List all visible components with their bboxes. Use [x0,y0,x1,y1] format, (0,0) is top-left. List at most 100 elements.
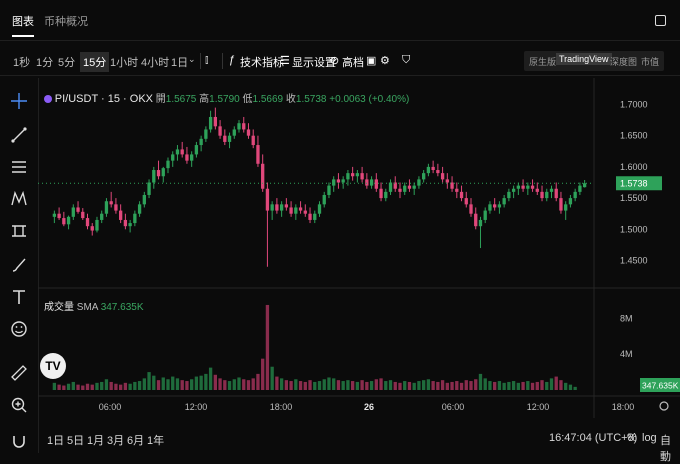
candle-body [507,191,511,199]
volume-bar [85,383,90,390]
range-1y[interactable]: 1年 [147,435,165,447]
chart-area[interactable]: 1.7000 1.6500 1.6000 1.5500 1.5000 1.4500 8M 4M… [38,78,680,453]
sma-label: SMA [76,302,98,313]
volume-bar [104,379,109,390]
candle-body [246,129,251,136]
volume-bar [142,378,146,390]
zoom-in-icon[interactable] [10,396,28,414]
volume-bar [223,380,227,390]
candle-body [407,185,412,189]
top-tabs: 图表 币种概况 [0,0,680,41]
volume-bar [147,372,151,390]
volume-bar [232,379,236,390]
view-depth[interactable]: 深度图 [610,57,638,67]
volume-bar [369,381,374,390]
axis-settings-icon[interactable] [659,401,669,411]
tab-coin-overview[interactable]: 币种概况 [44,16,88,28]
candle-body [322,194,326,205]
range-icon[interactable] [10,222,28,240]
close-label: 收 [285,94,296,105]
range-3m[interactable]: 3月 [107,435,125,447]
price-chart[interactable]: 1.7000 1.6500 1.6000 1.5500 1.5000 1.4500 8M 4M… [38,78,680,453]
volume-bar [403,381,407,390]
volume-bar [384,381,388,390]
candle-body [147,182,151,195]
view-native[interactable]: 原生版 [529,57,557,67]
candle-body [137,204,142,214]
pattern-icon[interactable] [10,190,28,208]
volume-bar [246,380,251,390]
volume-bar [564,382,568,390]
volume-bar [194,376,199,390]
bottom-bar: 1日 5日 1月 3月 6月 1年 16:47:04 (UTC+8) % log… [0,425,680,463]
chevron-down-icon[interactable]: ⌄ [188,54,196,64]
percent-toggle[interactable]: % [627,432,637,444]
trend-line-icon[interactable] [10,126,28,144]
range-5d[interactable]: 5日 [67,435,85,447]
fullscreen-icon[interactable] [655,15,666,26]
candle-body [445,179,449,183]
candle-body [76,207,80,212]
interval-1s[interactable]: 1秒 [13,57,31,69]
volume-bar [313,381,317,390]
magnet-icon[interactable] [10,432,28,450]
horizontal-lines-icon[interactable] [10,158,28,176]
interval-1d[interactable]: 1日 [171,57,189,69]
crosshair-icon[interactable] [10,92,28,110]
brush-icon[interactable] [10,256,28,274]
candle-body [289,207,293,214]
volume-bar [76,384,80,390]
candle-body [355,173,360,177]
candle-body [213,116,217,127]
volume-bar [526,381,530,390]
volume-bar [412,382,416,390]
volume-bar [483,378,487,390]
candle-body [521,185,525,189]
volume-bar [365,381,369,390]
interval-15m[interactable]: 15分 [80,52,110,72]
candle-body [114,204,118,211]
volume-bar [568,384,573,390]
interval-1h[interactable]: 1小时 [110,57,139,69]
range-1m[interactable]: 1月 [87,435,105,447]
range-1d[interactable]: 1日 [47,435,65,447]
calculator-icon[interactable]: ▣ [366,55,377,67]
ruler-icon[interactable] [10,364,28,382]
range-6m[interactable]: 6月 [127,435,145,447]
interval-1m[interactable]: 1分 [36,57,54,69]
tab-chart[interactable]: 图表 [12,13,34,37]
view-market-cap[interactable]: 市值 [641,57,660,67]
volume-bar [549,378,554,390]
volume-bar [308,380,312,390]
emoji-icon[interactable] [10,320,28,338]
pro-button[interactable]: 高档 [342,57,364,69]
volume-bar [374,379,378,390]
volume-bar [279,378,284,390]
candle-type-icon[interactable]: ⫾ [205,54,209,66]
volume-bar [535,381,539,390]
candle-body [545,191,549,199]
candle-body [208,116,213,130]
interval-5m[interactable]: 5分 [58,57,76,69]
volume-bar [426,379,431,390]
volume-bar [554,376,558,390]
candle-body [133,213,137,224]
candle-body [256,145,260,164]
interval-4h[interactable]: 4小时 [141,57,170,69]
log-toggle[interactable]: log [642,432,657,444]
volume-bar [289,381,293,390]
candle-body [365,179,369,186]
volume-bar [256,373,260,390]
candle-body [123,219,128,227]
candle-body [237,123,241,130]
gear-icon[interactable]: ⚙ [380,55,390,67]
candle-body [251,135,255,146]
price-tick-label: 1.6000 [620,162,648,172]
screenshot-icon[interactable]: ⛉ [402,54,411,66]
view-tradingview[interactable]: TradingView [556,53,612,65]
display-settings-button[interactable]: 显示设置 [292,57,336,69]
indicators-button[interactable]: 技术指标 [240,57,284,69]
auto-toggle[interactable]: 自動 [660,435,671,463]
text-icon[interactable] [10,288,28,306]
volume-bar [171,376,175,390]
